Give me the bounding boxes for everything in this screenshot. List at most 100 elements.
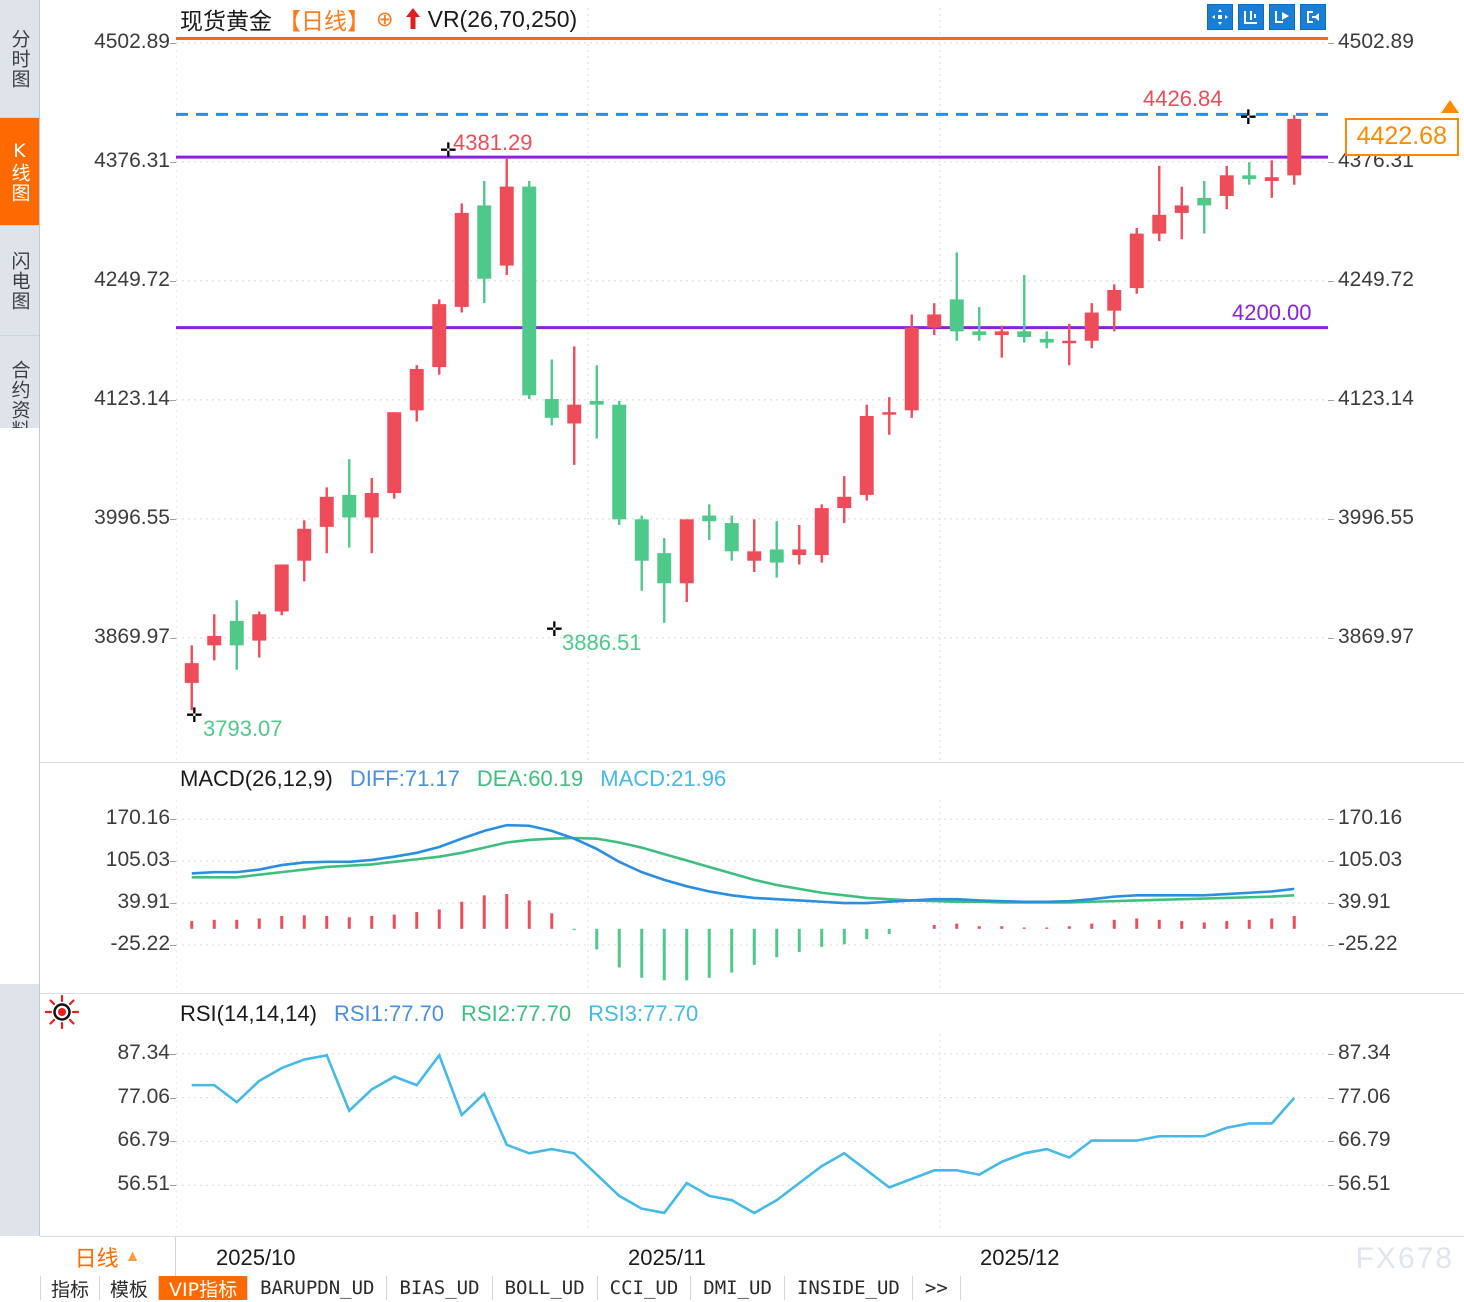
axis-tick bbox=[1328, 1097, 1334, 1099]
fx678-watermark: FX678 bbox=[1355, 1242, 1454, 1275]
tab-more[interactable]: >> bbox=[913, 1276, 961, 1300]
tab-boll-ud[interactable]: BOLL_UD bbox=[493, 1276, 598, 1300]
chart-header-title: 现货黄金 【日线】 ⊕ VR(26,70,250) bbox=[180, 4, 578, 36]
price-tag-arrow-icon bbox=[1441, 100, 1459, 113]
axis-tick bbox=[170, 1141, 176, 1143]
rsi-axis-left-tick-1: 77.06 bbox=[117, 1084, 170, 1108]
axis-tick bbox=[170, 42, 176, 44]
date-label-0: 2025/10 bbox=[216, 1245, 296, 1270]
sidebar-item-kline-chart[interactable]: K线图 bbox=[0, 118, 39, 226]
axis-tick bbox=[170, 819, 176, 821]
axis-tick bbox=[170, 945, 176, 947]
rsi-axis-right-tick-2: 66.79 bbox=[1338, 1128, 1391, 1152]
price-axis-right-tick-0: 4502.89 bbox=[1338, 29, 1414, 53]
tab-inside-ud[interactable]: INSIDE_UD bbox=[785, 1276, 913, 1300]
date-axis-underline bbox=[176, 37, 1328, 40]
fit-window-icon[interactable] bbox=[1238, 4, 1264, 30]
axis-tick bbox=[1328, 42, 1334, 44]
macd-indicator-title[interactable]: MACD(26,12,9) DIFF:71.17 DEA:60.19 MACD:… bbox=[180, 766, 726, 792]
axis-tick bbox=[170, 637, 176, 639]
rsi2-label: RSI2:77.70 bbox=[461, 1001, 572, 1026]
tab-templates[interactable]: 模板 bbox=[100, 1276, 160, 1301]
axis-tick bbox=[1328, 1141, 1334, 1143]
axis-tick bbox=[1328, 161, 1334, 163]
tab-vip-indicators[interactable]: VIP指标 bbox=[159, 1276, 249, 1301]
vr-indicator-label[interactable]: VR(26,70,250) bbox=[427, 5, 578, 32]
low-marker-3793: 3793.07 bbox=[203, 716, 283, 741]
sidebar-item-contract-info[interactable]: 合约资料 bbox=[0, 336, 39, 464]
candlestick-svg bbox=[176, 8, 1328, 760]
macd-macd-label: MACD:21.96 bbox=[600, 766, 727, 791]
axis-tick bbox=[170, 280, 176, 282]
playback-icon[interactable] bbox=[1269, 4, 1295, 30]
crosshair-move-icon[interactable] bbox=[1207, 4, 1233, 30]
tab-barupdn-ud[interactable]: BARUPDN_UD bbox=[248, 1276, 388, 1300]
price-axis-left-tick-0: 4502.89 bbox=[94, 29, 170, 53]
divider-price-macd bbox=[40, 762, 1464, 763]
exit-icon[interactable] bbox=[1300, 4, 1326, 30]
rsi-chart-panel[interactable] bbox=[176, 1034, 1328, 1230]
price-axis-left-tick-2: 4249.72 bbox=[94, 267, 170, 291]
rsi3-label: RSI3:77.70 bbox=[588, 1001, 699, 1026]
macd-chart-panel[interactable] bbox=[176, 800, 1328, 990]
hline-label-4200: 4200.00 bbox=[1232, 300, 1312, 325]
rsi-name-label: RSI(14,14,14) bbox=[180, 1001, 317, 1026]
macd-axis-right-tick-2: 39.91 bbox=[1338, 890, 1391, 914]
macd-dea-label: DEA:60.19 bbox=[476, 766, 584, 791]
axis-tick bbox=[1328, 945, 1334, 947]
axis-tick bbox=[170, 1053, 176, 1055]
tab-indicators[interactable]: 指标 bbox=[41, 1276, 101, 1301]
tab-bias-ud[interactable]: BIAS_UD bbox=[387, 1276, 493, 1300]
axis-tick bbox=[170, 903, 176, 905]
chart-toolbar bbox=[1207, 4, 1326, 30]
instrument-name: 现货黄金 bbox=[180, 9, 272, 35]
price-axis-left-tick-3: 4123.14 bbox=[94, 386, 170, 410]
price-axis-left-tick-5: 3869.97 bbox=[94, 624, 170, 648]
date-label-2: 2025/12 bbox=[980, 1245, 1060, 1270]
sun-settings-icon[interactable] bbox=[44, 994, 80, 1030]
axis-tick bbox=[1328, 637, 1334, 639]
tab-cci-ud[interactable]: CCI_UD bbox=[598, 1276, 692, 1300]
sidebar-item-timeshare-chart[interactable]: 分时图 bbox=[0, 0, 39, 118]
low-crosshair-3886: ✛ bbox=[546, 619, 563, 641]
tab-dmi-ud[interactable]: DMI_UD bbox=[691, 1276, 785, 1300]
price-axis-right-tick-4: 3996.55 bbox=[1338, 505, 1414, 529]
axis-tick bbox=[1328, 518, 1334, 520]
period-selector-button[interactable]: 日线 ▲ bbox=[40, 1237, 176, 1276]
axis-tick bbox=[170, 399, 176, 401]
price-axis-right-tick-3: 4123.14 bbox=[1338, 386, 1414, 410]
macd-axis-left-tick-1: 105.03 bbox=[105, 848, 170, 872]
high-crosshair-4426: ✛ bbox=[1240, 107, 1257, 129]
low-marker-3886: 3886.51 bbox=[562, 630, 642, 655]
axis-tick bbox=[170, 161, 176, 163]
date-label-1: 2025/11 bbox=[628, 1245, 706, 1270]
date-axis-bar: 日线 ▲ 2025/10 2025/11 2025/12 bbox=[40, 1236, 1464, 1276]
axis-tick bbox=[170, 1185, 176, 1187]
macd-axis-left-tick-2: 39.91 bbox=[117, 890, 170, 914]
axis-tick bbox=[170, 518, 176, 520]
rsi-svg bbox=[176, 1034, 1328, 1230]
sidebar-item-lightning-chart[interactable]: 闪电图 bbox=[0, 226, 39, 336]
price-axis-right-tick-2: 4249.72 bbox=[1338, 267, 1414, 291]
rsi-axis-right-tick-0: 87.34 bbox=[1338, 1040, 1391, 1064]
axis-tick bbox=[1328, 1185, 1334, 1187]
sidebar-item-label: K线图 bbox=[8, 140, 31, 203]
axis-tick bbox=[1328, 280, 1334, 282]
axis-tick bbox=[1328, 819, 1334, 821]
circle-plus-icon[interactable]: ⊕ bbox=[376, 7, 394, 31]
price-chart-panel[interactable] bbox=[176, 8, 1328, 760]
sidebar-item-label: 合约资料 bbox=[8, 360, 31, 440]
macd-svg bbox=[176, 800, 1328, 990]
period-label[interactable]: 【日线】 bbox=[278, 9, 370, 35]
low-crosshair-3793: ✛ bbox=[186, 705, 203, 727]
macd-axis-left-tick-0: 170.16 bbox=[105, 806, 170, 830]
rsi-indicator-title[interactable]: RSI(14,14,14) RSI1:77.70 RSI2:77.70 RSI3… bbox=[180, 1001, 698, 1027]
rsi1-label: RSI1:77.70 bbox=[333, 1001, 445, 1026]
macd-name-label: MACD(26,12,9) bbox=[180, 766, 333, 791]
rsi-axis-left-tick-2: 66.79 bbox=[117, 1128, 170, 1152]
axis-tick bbox=[1328, 861, 1334, 863]
price-axis-left-tick-4: 3996.55 bbox=[94, 505, 170, 529]
divider-macd-rsi bbox=[40, 993, 1464, 994]
bottom-tab-bar: 指标 模板 VIP指标 BARUPDN_UD BIAS_UD BOLL_UD C… bbox=[0, 1276, 1464, 1301]
